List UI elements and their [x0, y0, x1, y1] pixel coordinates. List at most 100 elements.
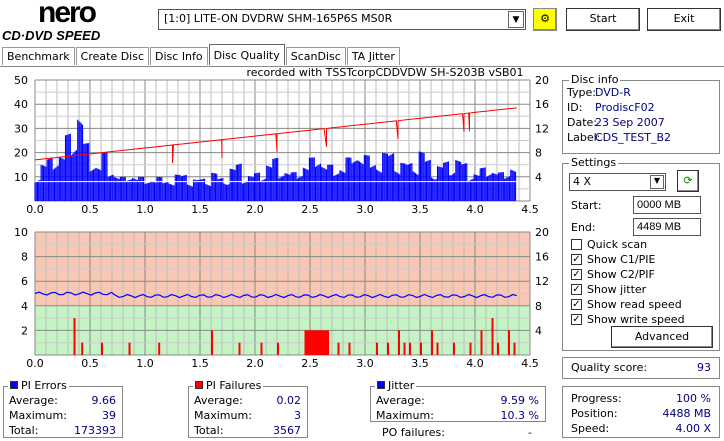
x-tick-label: 4.0 — [466, 203, 484, 216]
checkbox-icon[interactable]: ✓ — [571, 254, 582, 265]
pi-failure-bar — [128, 342, 131, 355]
pi-errors-title: PI Errors — [8, 379, 69, 392]
y2-tick-label: 20 — [535, 226, 549, 239]
chevron-down-icon[interactable]: ▼ — [508, 11, 524, 28]
pi-failures-avg: 0.02 — [276, 394, 302, 407]
pi-failure-bar — [403, 342, 406, 355]
pi-failure-bar — [469, 342, 472, 355]
x-tick-label: 0.0 — [26, 357, 44, 370]
x-tick-label: 3.0 — [356, 357, 374, 370]
pi-failure-bar — [158, 342, 161, 355]
pi-errors-title-text: PI Errors — [21, 379, 67, 392]
pi-failure-bar — [491, 318, 494, 355]
tab-scandisc[interactable]: ScanDisc — [285, 47, 346, 65]
jitter-group: Jitter Average: 9.59 % Maximum: 10.3 % — [370, 379, 546, 422]
refresh-drive-icon[interactable]: ⚙ — [533, 8, 557, 31]
x-tick-label: 1.5 — [191, 203, 209, 216]
avg-label: Average: — [9, 394, 58, 407]
refresh-icon[interactable]: ⟳ — [677, 170, 699, 192]
total-label: Total: — [9, 424, 39, 437]
y2-tick-label: 12 — [535, 275, 549, 288]
checkbox-icon[interactable] — [571, 239, 582, 250]
pi-failure-bar — [453, 342, 455, 355]
advanced-button[interactable]: Advanced — [611, 326, 713, 348]
tab-create-disc[interactable]: Create Disc — [75, 47, 150, 65]
y2-tick-label: 12 — [535, 122, 549, 135]
exit-button[interactable]: Exit — [647, 8, 721, 31]
y-tick-label: 8 — [21, 251, 28, 264]
checkbox-icon[interactable]: ✓ — [571, 269, 582, 280]
checkbox-show-jitter[interactable]: ✓ Show jitter — [571, 282, 685, 297]
pi-failure-bar — [73, 318, 76, 355]
pi-failures-total: 3567 — [273, 424, 301, 437]
settings-group: Settings 4 X ▼ ⟳ Start: End: Quick scan ✓ S… — [562, 156, 720, 351]
speed-select[interactable]: 4 X ▼ — [569, 173, 666, 191]
progress-label: Progress: — [571, 392, 622, 405]
pi-failure-bar — [81, 342, 84, 355]
checkbox-label: Show jitter — [587, 283, 647, 296]
x-tick-label: 3.5 — [411, 357, 429, 370]
y-tick-label: 10 — [14, 171, 28, 184]
tab-benchmark[interactable]: Benchmark — [2, 47, 75, 65]
read-speed-line — [34, 107, 517, 164]
max-label: Maximum: — [9, 409, 67, 422]
pi-failure-bar — [348, 342, 351, 355]
pi-failure-bar — [315, 330, 324, 355]
date-value: 23 Sep 2007 — [595, 116, 665, 129]
checkbox-show-c1-pie[interactable]: ✓ Show C1/PIE — [571, 252, 685, 267]
checkbox-icon[interactable]: ✓ — [571, 299, 582, 310]
start-button[interactable]: Start — [566, 8, 640, 31]
x-tick-label: 3.0 — [356, 203, 374, 216]
y-tick-label: 20 — [14, 147, 28, 160]
tab-disc-quality[interactable]: Disc Quality — [208, 44, 285, 65]
pi-failure-bar — [387, 342, 389, 355]
end-input[interactable] — [633, 218, 701, 236]
checkbox-icon[interactable]: ✓ — [571, 314, 582, 325]
quality-score-label: Quality score: — [571, 361, 648, 374]
y-tick-label: 30 — [14, 122, 28, 135]
po-failures-row: PO failures: - — [382, 425, 532, 440]
checkbox-show-read-speed[interactable]: ✓ Show read speed — [571, 297, 685, 312]
checkbox-show-c2-pif[interactable]: ✓ Show C2/PIF — [571, 267, 685, 282]
pi-errors-max: 39 — [102, 409, 116, 422]
progress-value: 100 % — [676, 392, 711, 405]
blue-legend-icon — [377, 381, 385, 389]
start-input[interactable] — [633, 196, 701, 214]
y-tick-label: 2 — [21, 324, 28, 337]
charts-area: 50 40 30 20 10 20 16 12 8 4 0.0 0.5 1.0 1.5 2.0 2.5 3.0 3… — [14, 66, 549, 370]
tab-ta-jitter[interactable]: TA Jitter — [346, 47, 400, 65]
pi-failure-bar — [409, 342, 411, 355]
x-tick-label: 4.5 — [521, 357, 539, 370]
chevron-down-icon[interactable]: ▼ — [650, 175, 664, 189]
jitter-avg: 9.59 % — [500, 394, 539, 407]
pi-failures-max: 3 — [294, 409, 301, 422]
tab-disc-info[interactable]: Disc Info — [150, 47, 208, 65]
pi-failures-title-text: PI Failures — [206, 379, 262, 392]
max-label: Maximum: — [194, 409, 252, 422]
drive-select[interactable]: [1:0] LITE-ON DVDRW SHM-165P6S MS0R ▼ — [158, 9, 526, 30]
label-value: CDS_TEST_B2 — [595, 131, 672, 144]
x-tick-label: 1.5 — [191, 357, 209, 370]
cd-dvd-speed-logo: CD·DVD SPEED — [2, 28, 101, 43]
jitter-title-text: Jitter — [388, 379, 415, 392]
total-label: Total: — [194, 424, 224, 437]
checkbox-icon[interactable]: ✓ — [571, 284, 582, 295]
pi-failure-bar — [508, 330, 510, 355]
y2-tick-label: 4 — [535, 171, 542, 184]
checkbox-label: Show read speed — [587, 298, 682, 311]
y2-tick-label: 4 — [535, 324, 542, 337]
jitter-line — [34, 291, 517, 299]
label-label: Label: — [567, 131, 601, 144]
quality-score-box: Quality score: 93 — [562, 357, 720, 379]
pi-errors-group: PI Errors Average: 9.66 Maximum: 39 Total:… — [3, 379, 123, 438]
checkbox-show-write-speed[interactable]: ✓ Show write speed — [571, 312, 685, 327]
pi-failure-bar — [480, 330, 483, 355]
id-value: ProdiscF02 — [595, 101, 655, 114]
checkbox-quick-scan[interactable]: Quick scan — [571, 237, 685, 252]
pi-errors-total: 173393 — [74, 424, 116, 437]
pi-failure-bar — [513, 342, 516, 355]
pi-failure-bar — [398, 330, 400, 355]
speed-label: Speed: — [571, 422, 610, 435]
disc-info-title: Disc info — [569, 73, 621, 86]
type-label: Type: — [567, 86, 596, 99]
